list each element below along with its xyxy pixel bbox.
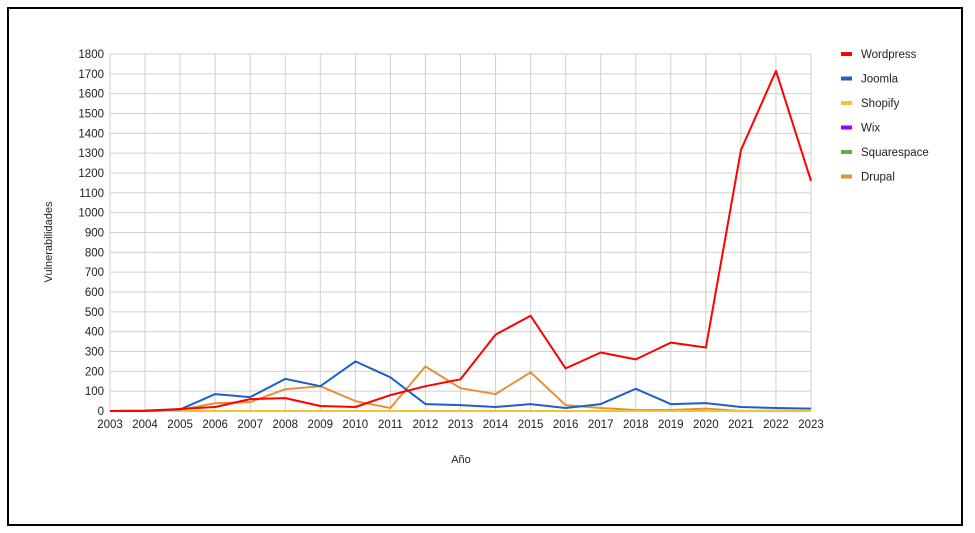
legend-swatch-shopify bbox=[841, 101, 852, 105]
x-tick-labels: 2003 2004 2005 2006 2007 2008 2009 2010 2011 2012… bbox=[97, 419, 824, 431]
legend-swatch-wordpress bbox=[841, 52, 852, 56]
y-tick-label: 1000 bbox=[78, 208, 104, 220]
y-tick-label: 1100 bbox=[79, 188, 104, 200]
series-lines bbox=[109, 69, 812, 412]
y-tick-label: 800 bbox=[85, 247, 104, 259]
y-tick-label: 1600 bbox=[78, 89, 104, 101]
legend-label-wordpress: Wordpress bbox=[861, 49, 917, 61]
legend-label-shopify: Shopify bbox=[861, 98, 900, 110]
y-tick-label: 200 bbox=[85, 366, 104, 378]
legend-label-drupal: Drupal bbox=[861, 172, 895, 184]
legend-swatch-squarespace bbox=[841, 150, 852, 154]
x-tick-label: 2011 bbox=[378, 419, 403, 431]
x-tick-label: 2005 bbox=[167, 419, 193, 431]
legend-swatch-drupal bbox=[841, 174, 852, 179]
x-tick-label: 2003 bbox=[97, 419, 123, 431]
legend-label-wix: Wix bbox=[861, 123, 880, 135]
x-tick-label: 2009 bbox=[308, 419, 334, 431]
gridlines bbox=[109, 53, 812, 412]
x-tick-label: 2007 bbox=[237, 419, 263, 431]
y-tick-label: 1500 bbox=[78, 109, 104, 121]
x-tick-label: 2008 bbox=[272, 419, 298, 431]
y-tick-label: 900 bbox=[85, 228, 104, 240]
series-line-joomla bbox=[110, 360, 812, 412]
y-tick-label: 1200 bbox=[78, 168, 104, 180]
y-tick-label: 1400 bbox=[78, 128, 104, 140]
y-tick-labels: 0 100 200 300 400 500 600 700 800 900 1000 1100 1200… bbox=[78, 49, 104, 418]
y-tick-label: 300 bbox=[85, 347, 104, 359]
x-tick-label: 2018 bbox=[623, 419, 649, 431]
x-tick-label: 2004 bbox=[132, 419, 158, 431]
x-tick-label: 2013 bbox=[448, 419, 474, 431]
x-tick-label: 2020 bbox=[693, 419, 719, 431]
y-tick-label: 400 bbox=[85, 327, 104, 339]
x-tick-label: 2012 bbox=[413, 419, 439, 431]
x-tick-label: 2019 bbox=[658, 419, 684, 431]
legend-label-squarespace: Squarespace bbox=[861, 147, 929, 159]
legend-label-joomla: Joomla bbox=[861, 74, 899, 86]
series-line-wordpress bbox=[109, 69, 812, 412]
legend: Wordpress Joomla Shopify Wix Squarespace Drup… bbox=[841, 49, 929, 184]
y-tick-label: 1700 bbox=[78, 69, 104, 81]
y-tick-label: 1800 bbox=[78, 49, 104, 61]
x-tick-label: 2015 bbox=[518, 419, 544, 431]
x-tick-label: 2022 bbox=[763, 419, 789, 431]
legend-swatch-joomla bbox=[841, 76, 852, 81]
x-tick-label: 2023 bbox=[798, 419, 824, 431]
legend-swatch-wix bbox=[841, 125, 852, 130]
y-tick-label: 600 bbox=[85, 287, 104, 299]
x-axis-label: Año bbox=[451, 454, 471, 466]
y-tick-label: 500 bbox=[85, 307, 104, 319]
x-tick-label: 2006 bbox=[202, 419, 228, 431]
y-axis-label: Vulnerabilidades bbox=[43, 201, 55, 282]
y-tick-label: 100 bbox=[85, 386, 104, 398]
x-tick-label: 2014 bbox=[483, 419, 509, 431]
x-tick-label: 2010 bbox=[343, 419, 369, 431]
series-line-drupal bbox=[110, 365, 812, 412]
x-tick-label: 2016 bbox=[553, 419, 579, 431]
y-tick-label: 0 bbox=[98, 406, 104, 418]
x-tick-label: 2017 bbox=[588, 419, 614, 431]
y-tick-label: 1300 bbox=[78, 148, 104, 160]
x-tick-label: 2021 bbox=[728, 419, 754, 431]
y-tick-label: 700 bbox=[85, 267, 104, 279]
